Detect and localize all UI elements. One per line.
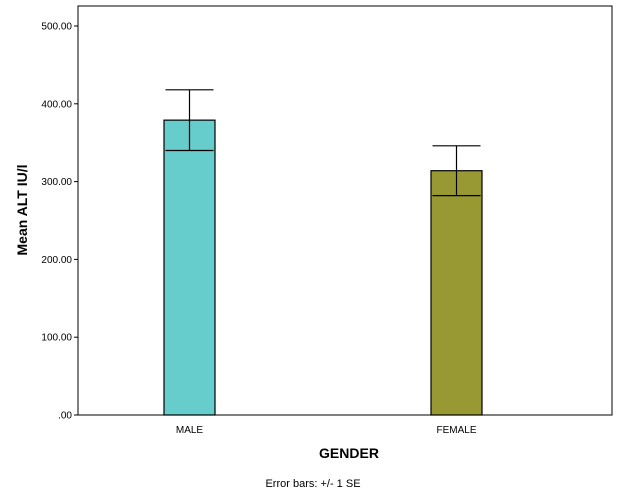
y-tick-label: 500.00 — [41, 22, 72, 33]
y-axis: .00 100.00 200.00 300.00 400.00 500.00 — [41, 22, 78, 422]
plot-frame — [77, 5, 613, 416]
x-axis-title: GENDER — [319, 445, 379, 461]
bar-male — [163, 119, 216, 416]
y-tick-label: .00 — [58, 411, 72, 422]
x-tick-label: FEMALE — [436, 425, 476, 436]
y-tick-label: 200.00 — [41, 255, 72, 266]
x-axis: MALE FEMALE — [176, 425, 477, 436]
error-bars-note: Error bars: +/- 1 SE — [265, 478, 360, 490]
y-tick-label: 300.00 — [41, 177, 72, 188]
y-axis-title: Mean ALT IU/l — [14, 165, 30, 256]
bar-female — [430, 170, 483, 416]
bars-group — [163, 119, 483, 416]
y-tick-label: 400.00 — [41, 99, 72, 110]
x-tick-label: MALE — [176, 425, 204, 436]
y-tick-label: 100.00 — [41, 333, 72, 344]
error-bars-group — [165, 89, 481, 197]
